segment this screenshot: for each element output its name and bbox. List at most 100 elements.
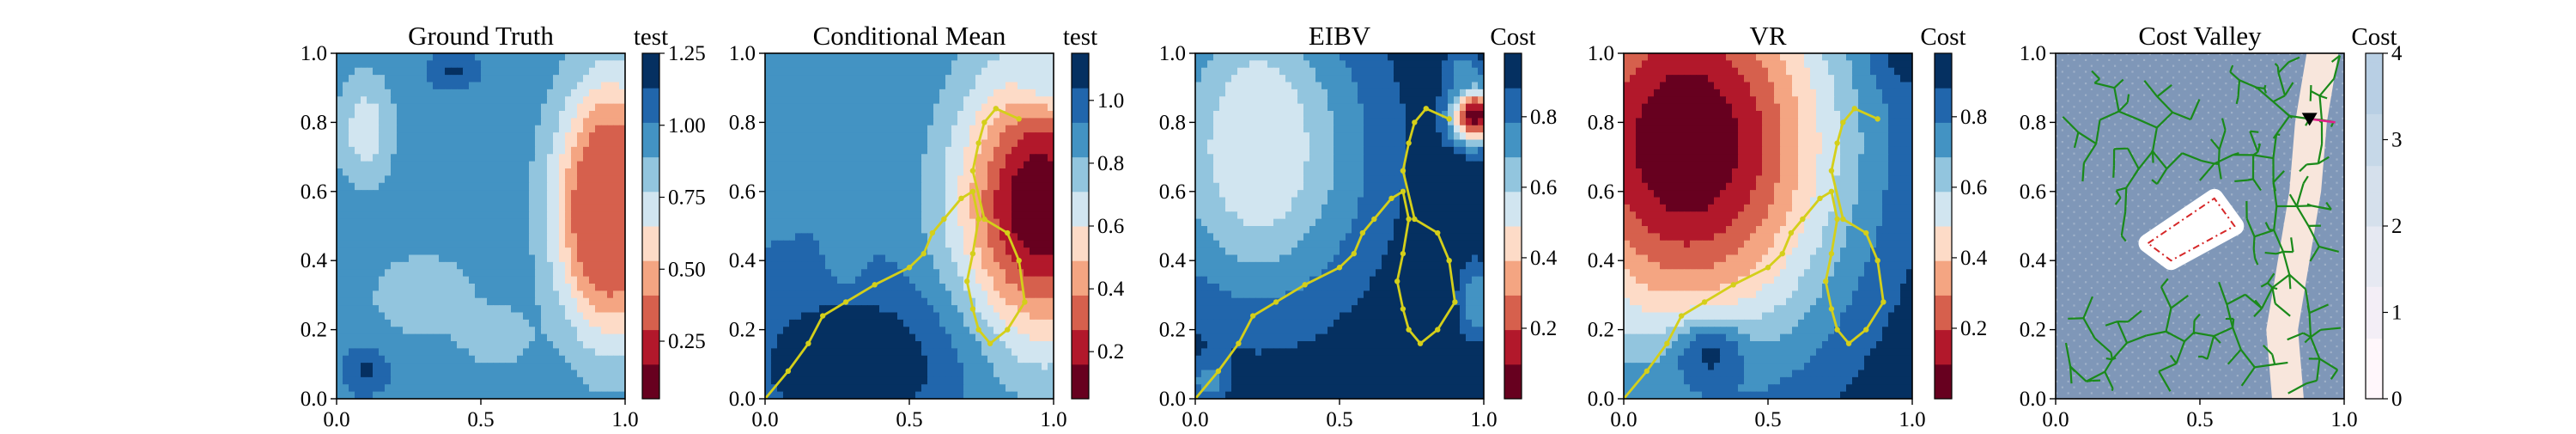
heat-cell <box>795 147 802 155</box>
heat-cell <box>547 147 554 155</box>
heat-cell <box>1024 83 1030 90</box>
heat-cell <box>349 370 355 378</box>
heat-cell <box>499 147 506 155</box>
heat-cell <box>403 334 410 342</box>
heat-cell <box>523 53 530 61</box>
heat-cell <box>565 233 572 241</box>
y-tick-label: 0.0 <box>729 388 756 411</box>
heat-cell <box>397 205 404 212</box>
heat-cell <box>999 68 1006 76</box>
heat-cell <box>487 363 494 370</box>
heat-cell <box>439 183 446 191</box>
heat-cell <box>613 104 620 112</box>
heat-cell <box>1024 147 1030 155</box>
heat-cell <box>855 255 862 263</box>
heat-cell <box>529 219 536 227</box>
heat-cell <box>493 53 500 61</box>
heat-cell <box>433 205 440 212</box>
heat-cell <box>915 147 922 155</box>
heat-cell <box>813 104 820 112</box>
heat-cell <box>843 111 850 119</box>
heat-cell <box>975 290 982 298</box>
heat-cell <box>765 162 772 169</box>
heat-cell <box>565 118 572 125</box>
heat-cell <box>493 104 500 112</box>
heat-cell <box>523 75 530 83</box>
heat-cell <box>783 75 790 83</box>
heat-cell <box>915 111 922 119</box>
heat-cell <box>421 53 428 61</box>
heat-cell <box>481 226 488 234</box>
heat-cell <box>1309 53 1316 61</box>
heat-cell <box>1012 305 1018 313</box>
heat-cell <box>945 356 952 364</box>
heat-cell <box>379 111 386 119</box>
heat-cell <box>433 384 440 392</box>
heat-cell <box>403 226 410 234</box>
heat-cell <box>801 356 808 364</box>
heat-cell <box>855 305 862 313</box>
heat-cell <box>861 198 868 205</box>
heat-cell <box>993 83 1000 90</box>
heat-cell <box>403 327 410 334</box>
heat-cell <box>993 269 1000 277</box>
heat-cell <box>517 269 524 277</box>
heat-cell <box>915 233 922 241</box>
heat-cell <box>475 53 482 61</box>
heat-cell <box>1243 83 1250 90</box>
heat-cell <box>885 348 892 356</box>
heat-cell <box>981 53 988 61</box>
heat-cell <box>801 363 808 370</box>
heat-cell <box>987 89 994 97</box>
heat-cell <box>613 384 620 392</box>
chart-title: Ground Truth <box>408 21 554 51</box>
heat-cell <box>1024 104 1030 112</box>
heat-cell <box>885 305 892 313</box>
heat-cell <box>981 83 988 90</box>
heat-cell <box>1024 356 1030 364</box>
heat-cell <box>945 132 952 140</box>
heat-cell <box>945 241 952 248</box>
heat-cell <box>517 233 524 241</box>
heat-cell <box>885 60 892 68</box>
heat-cell <box>445 89 452 97</box>
heat-cell <box>529 96 536 104</box>
heat-cell <box>921 89 928 97</box>
colorbar-band <box>642 295 659 330</box>
heat-cell <box>945 262 952 270</box>
heat-cell <box>367 348 374 356</box>
heat-cell <box>885 118 892 125</box>
heat-cell <box>987 348 994 356</box>
heat-cell <box>421 198 428 205</box>
heat-cell <box>1382 83 1388 90</box>
heat-cell <box>385 183 392 191</box>
heat-cell <box>391 125 398 133</box>
heat-cell <box>463 183 470 191</box>
heat-cell <box>891 68 898 76</box>
heat-cell <box>897 241 904 248</box>
heat-cell <box>577 205 584 212</box>
heat-cell <box>795 104 802 112</box>
heat-cell <box>1018 370 1024 378</box>
heat-cell <box>403 290 410 298</box>
heat-cell <box>571 83 578 90</box>
heat-cell <box>601 248 608 255</box>
heat-cell <box>777 147 784 155</box>
heat-cell <box>523 290 530 298</box>
trajectory-point <box>805 340 811 345</box>
heat-cell <box>975 68 982 76</box>
heat-cell <box>373 341 380 349</box>
heat-cell <box>825 211 832 219</box>
heat-cell <box>975 356 982 364</box>
heat-cell <box>813 118 820 125</box>
heat-cell <box>445 162 452 169</box>
heat-cell <box>505 348 512 356</box>
heat-cell <box>1418 75 1425 83</box>
heat-cell <box>361 384 368 392</box>
heat-cell <box>1018 248 1024 255</box>
heat-cell <box>807 140 814 148</box>
heat-cell <box>789 190 796 198</box>
heat-cell <box>469 241 476 248</box>
heat-cell <box>475 348 482 356</box>
heat-cell <box>367 241 374 248</box>
